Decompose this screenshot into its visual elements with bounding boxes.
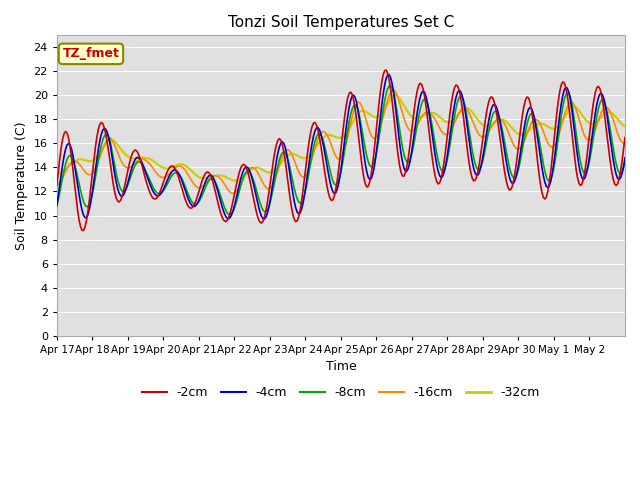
-2cm <box>621 134 629 140</box>
-8cm <box>387 83 394 89</box>
-32cm <box>461 105 468 111</box>
-4cm <box>385 72 393 78</box>
-4cm <box>621 155 629 161</box>
-32cm <box>231 178 239 183</box>
-2cm <box>92 144 99 150</box>
-16cm <box>545 143 553 148</box>
-8cm <box>620 165 627 171</box>
-8cm <box>621 159 629 165</box>
Line: -8cm: -8cm <box>57 86 625 215</box>
-8cm <box>545 178 553 184</box>
-32cm <box>72 157 80 163</box>
-2cm <box>80 228 88 233</box>
-8cm <box>72 168 80 173</box>
X-axis label: Time: Time <box>326 360 356 373</box>
-16cm <box>347 121 355 127</box>
-2cm <box>461 125 468 131</box>
Y-axis label: Soil Temperature (C): Soil Temperature (C) <box>15 121 28 250</box>
Legend: -2cm, -4cm, -8cm, -16cm, -32cm: -2cm, -4cm, -8cm, -16cm, -32cm <box>137 382 545 405</box>
-32cm <box>620 122 627 128</box>
Line: -16cm: -16cm <box>57 90 625 193</box>
-32cm <box>545 125 553 131</box>
-32cm <box>90 157 98 163</box>
-16cm <box>53 182 61 188</box>
-16cm <box>461 105 468 110</box>
-16cm <box>390 87 397 93</box>
-2cm <box>545 180 553 185</box>
-4cm <box>461 106 468 111</box>
-2cm <box>347 89 355 95</box>
-32cm <box>391 92 399 97</box>
-16cm <box>72 159 80 165</box>
-16cm <box>230 191 237 196</box>
-4cm <box>260 216 268 222</box>
-2cm <box>53 182 61 188</box>
-8cm <box>90 183 98 189</box>
-32cm <box>53 170 61 176</box>
-8cm <box>461 102 468 108</box>
-8cm <box>53 203 61 209</box>
Text: TZ_fmet: TZ_fmet <box>63 48 120 60</box>
-8cm <box>347 112 355 118</box>
-16cm <box>621 140 629 146</box>
Title: Tonzi Soil Temperatures Set C: Tonzi Soil Temperatures Set C <box>228 15 454 30</box>
-4cm <box>72 172 80 178</box>
Line: -4cm: -4cm <box>57 75 625 219</box>
-4cm <box>347 98 355 104</box>
Line: -2cm: -2cm <box>57 70 625 230</box>
-2cm <box>382 67 390 73</box>
-32cm <box>621 123 629 129</box>
-8cm <box>225 212 233 217</box>
-16cm <box>620 141 627 146</box>
-4cm <box>620 164 627 169</box>
-4cm <box>545 183 553 189</box>
-4cm <box>90 178 98 184</box>
-16cm <box>90 168 98 174</box>
Line: -32cm: -32cm <box>57 95 625 180</box>
-2cm <box>620 147 627 153</box>
-2cm <box>72 196 80 202</box>
-32cm <box>347 123 355 129</box>
-4cm <box>53 203 61 209</box>
